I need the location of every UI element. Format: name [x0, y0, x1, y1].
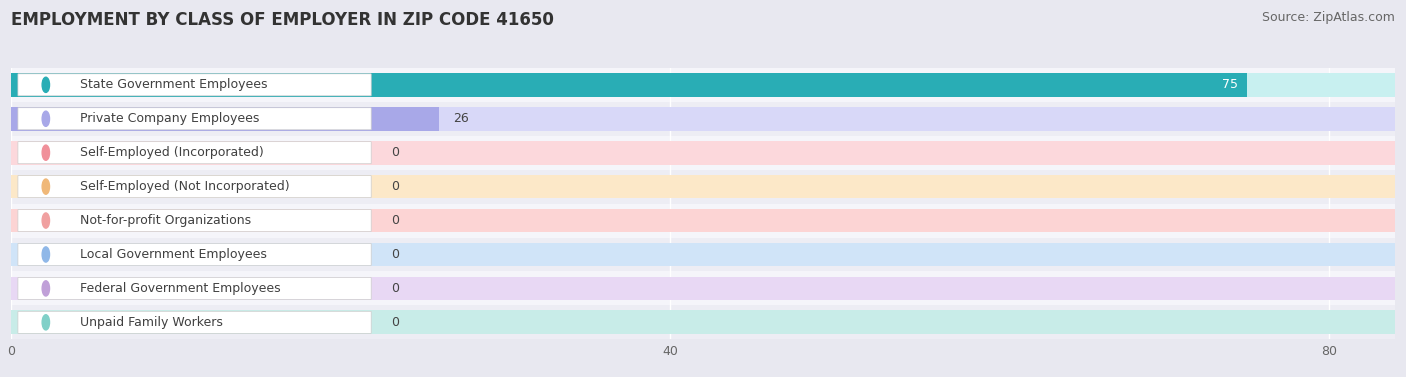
Text: Unpaid Family Workers: Unpaid Family Workers [80, 316, 224, 329]
Circle shape [42, 145, 49, 160]
FancyBboxPatch shape [18, 277, 371, 299]
Bar [11, 73, 1395, 97]
Circle shape [42, 111, 49, 126]
FancyBboxPatch shape [18, 176, 371, 198]
Bar [11, 73, 1247, 97]
FancyBboxPatch shape [18, 108, 371, 130]
Bar [11, 243, 1395, 266]
Text: 0: 0 [391, 316, 399, 329]
Circle shape [42, 247, 49, 262]
Bar [11, 271, 1395, 305]
Circle shape [42, 179, 49, 194]
Circle shape [42, 315, 49, 330]
Bar [11, 102, 1395, 136]
Circle shape [42, 77, 49, 92]
Bar [11, 305, 1395, 339]
Text: 75: 75 [1222, 78, 1239, 91]
FancyBboxPatch shape [18, 74, 371, 96]
Text: Self-Employed (Not Incorporated): Self-Employed (Not Incorporated) [80, 180, 290, 193]
Bar [11, 107, 440, 131]
Bar [11, 141, 1395, 164]
Bar [11, 68, 1395, 102]
Text: Local Government Employees: Local Government Employees [80, 248, 267, 261]
Bar [11, 277, 1395, 300]
Text: 0: 0 [391, 248, 399, 261]
Bar [11, 204, 1395, 238]
Text: 0: 0 [391, 146, 399, 159]
Bar [11, 170, 1395, 204]
Bar [11, 209, 1395, 232]
Text: Source: ZipAtlas.com: Source: ZipAtlas.com [1261, 11, 1395, 24]
Bar [11, 175, 1395, 198]
FancyBboxPatch shape [18, 210, 371, 231]
FancyBboxPatch shape [18, 311, 371, 333]
Circle shape [42, 281, 49, 296]
Circle shape [42, 213, 49, 228]
Text: 0: 0 [391, 282, 399, 295]
Text: Private Company Employees: Private Company Employees [80, 112, 260, 125]
Text: State Government Employees: State Government Employees [80, 78, 269, 91]
FancyBboxPatch shape [18, 244, 371, 265]
Text: EMPLOYMENT BY CLASS OF EMPLOYER IN ZIP CODE 41650: EMPLOYMENT BY CLASS OF EMPLOYER IN ZIP C… [11, 11, 554, 29]
Bar [11, 311, 1395, 334]
Bar [11, 136, 1395, 170]
Bar [11, 238, 1395, 271]
FancyBboxPatch shape [18, 142, 371, 164]
Text: Not-for-profit Organizations: Not-for-profit Organizations [80, 214, 252, 227]
Bar [11, 107, 1395, 131]
Text: Federal Government Employees: Federal Government Employees [80, 282, 281, 295]
Text: Self-Employed (Incorporated): Self-Employed (Incorporated) [80, 146, 264, 159]
Text: 0: 0 [391, 214, 399, 227]
Text: 26: 26 [453, 112, 468, 125]
Text: 0: 0 [391, 180, 399, 193]
